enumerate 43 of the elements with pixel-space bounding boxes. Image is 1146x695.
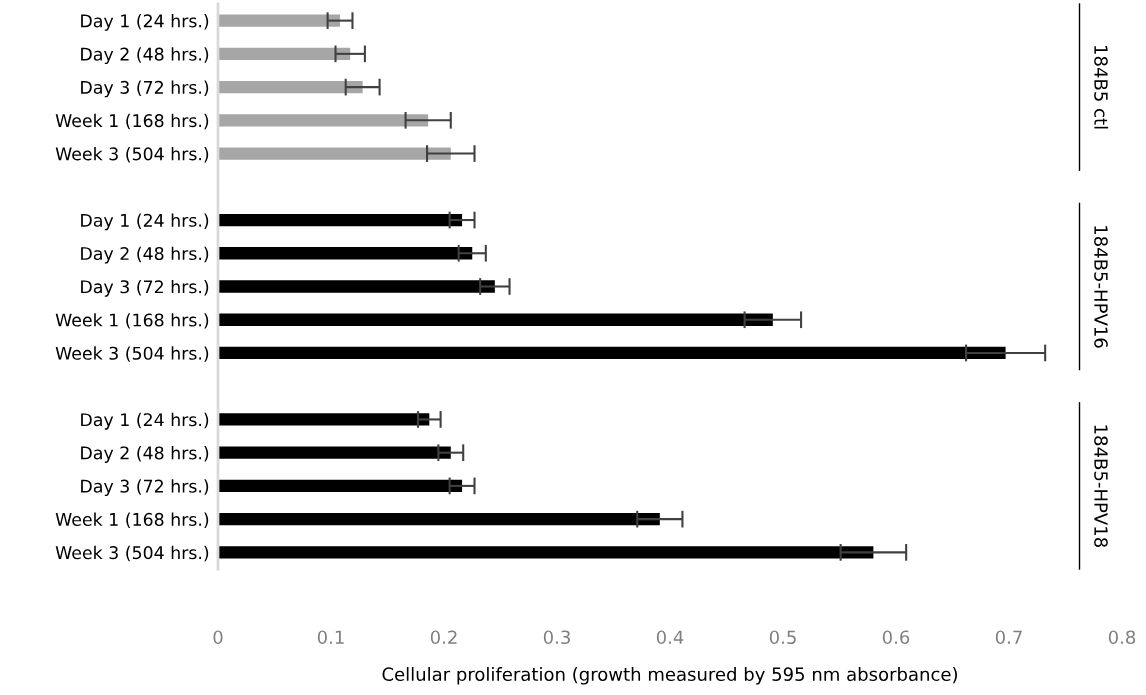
bar xyxy=(218,147,451,160)
bar xyxy=(218,346,1006,360)
y-tick-label: Day 1 (24 hrs.) xyxy=(81,213,209,231)
bar xyxy=(218,47,351,60)
y-tick-label: Week 3 (504 hrs.) xyxy=(55,146,209,163)
bar xyxy=(218,479,463,493)
annotation: 184B5-HPV16 xyxy=(1094,226,1108,348)
bar xyxy=(218,80,363,94)
x-axis-title: Cellular proliferation (growth measured by 595 nm absorbance) xyxy=(382,667,958,685)
y-tick-label: Day 1 (24 hrs.) xyxy=(81,14,209,31)
bar xyxy=(218,313,773,326)
y-tick-label: Day 2 (48 hrs.) xyxy=(81,246,209,264)
y-tick-label: Day 3 (72 hrs.) xyxy=(81,279,209,297)
y-tick-label: Week 3 (504 hrs.) xyxy=(55,545,209,562)
y-tick-label: Day 2 (48 hrs.) xyxy=(81,47,209,65)
x-tick-label: 0.7 xyxy=(995,630,1022,645)
bar xyxy=(218,280,495,293)
y-tick-label: Week 1 (168 hrs.) xyxy=(55,512,209,529)
y-tick-label: Week 3 (504 hrs.) xyxy=(55,346,209,362)
bar xyxy=(218,114,429,127)
x-tick-label: 0.1 xyxy=(317,630,344,645)
x-tick-label: 0.2 xyxy=(430,630,457,645)
x-tick-label: 0.3 xyxy=(543,630,570,645)
annotation: 184B5-HPV18 xyxy=(1094,425,1108,547)
x-tick-label: 0.6 xyxy=(882,630,910,645)
bar xyxy=(218,513,660,526)
x-tick-label: 0.5 xyxy=(769,630,796,645)
bar xyxy=(218,413,430,426)
y-tick-label: Day 3 (72 hrs.) xyxy=(81,479,209,497)
x-tick-label: 0 xyxy=(213,630,223,645)
bar xyxy=(218,446,451,459)
x-tick-label: 0.4 xyxy=(656,630,684,645)
y-tick-label: Day 3 (72 hrs.) xyxy=(81,80,209,98)
y-tick-label: Day 1 (24 hrs.) xyxy=(81,412,209,430)
bar xyxy=(218,247,473,260)
y-tick-label: Week 1 (168 hrs.) xyxy=(55,313,209,329)
bar xyxy=(218,213,463,227)
y-tick-label: Week 1 (168 hrs.) xyxy=(55,113,209,130)
annotation: 184B5 ctl xyxy=(1094,46,1109,129)
bar xyxy=(218,546,874,559)
y-tick-label: Day 2 (48 hrs.) xyxy=(81,446,209,463)
x-tick-label: 0.8 xyxy=(1108,630,1136,645)
bar xyxy=(218,14,341,27)
